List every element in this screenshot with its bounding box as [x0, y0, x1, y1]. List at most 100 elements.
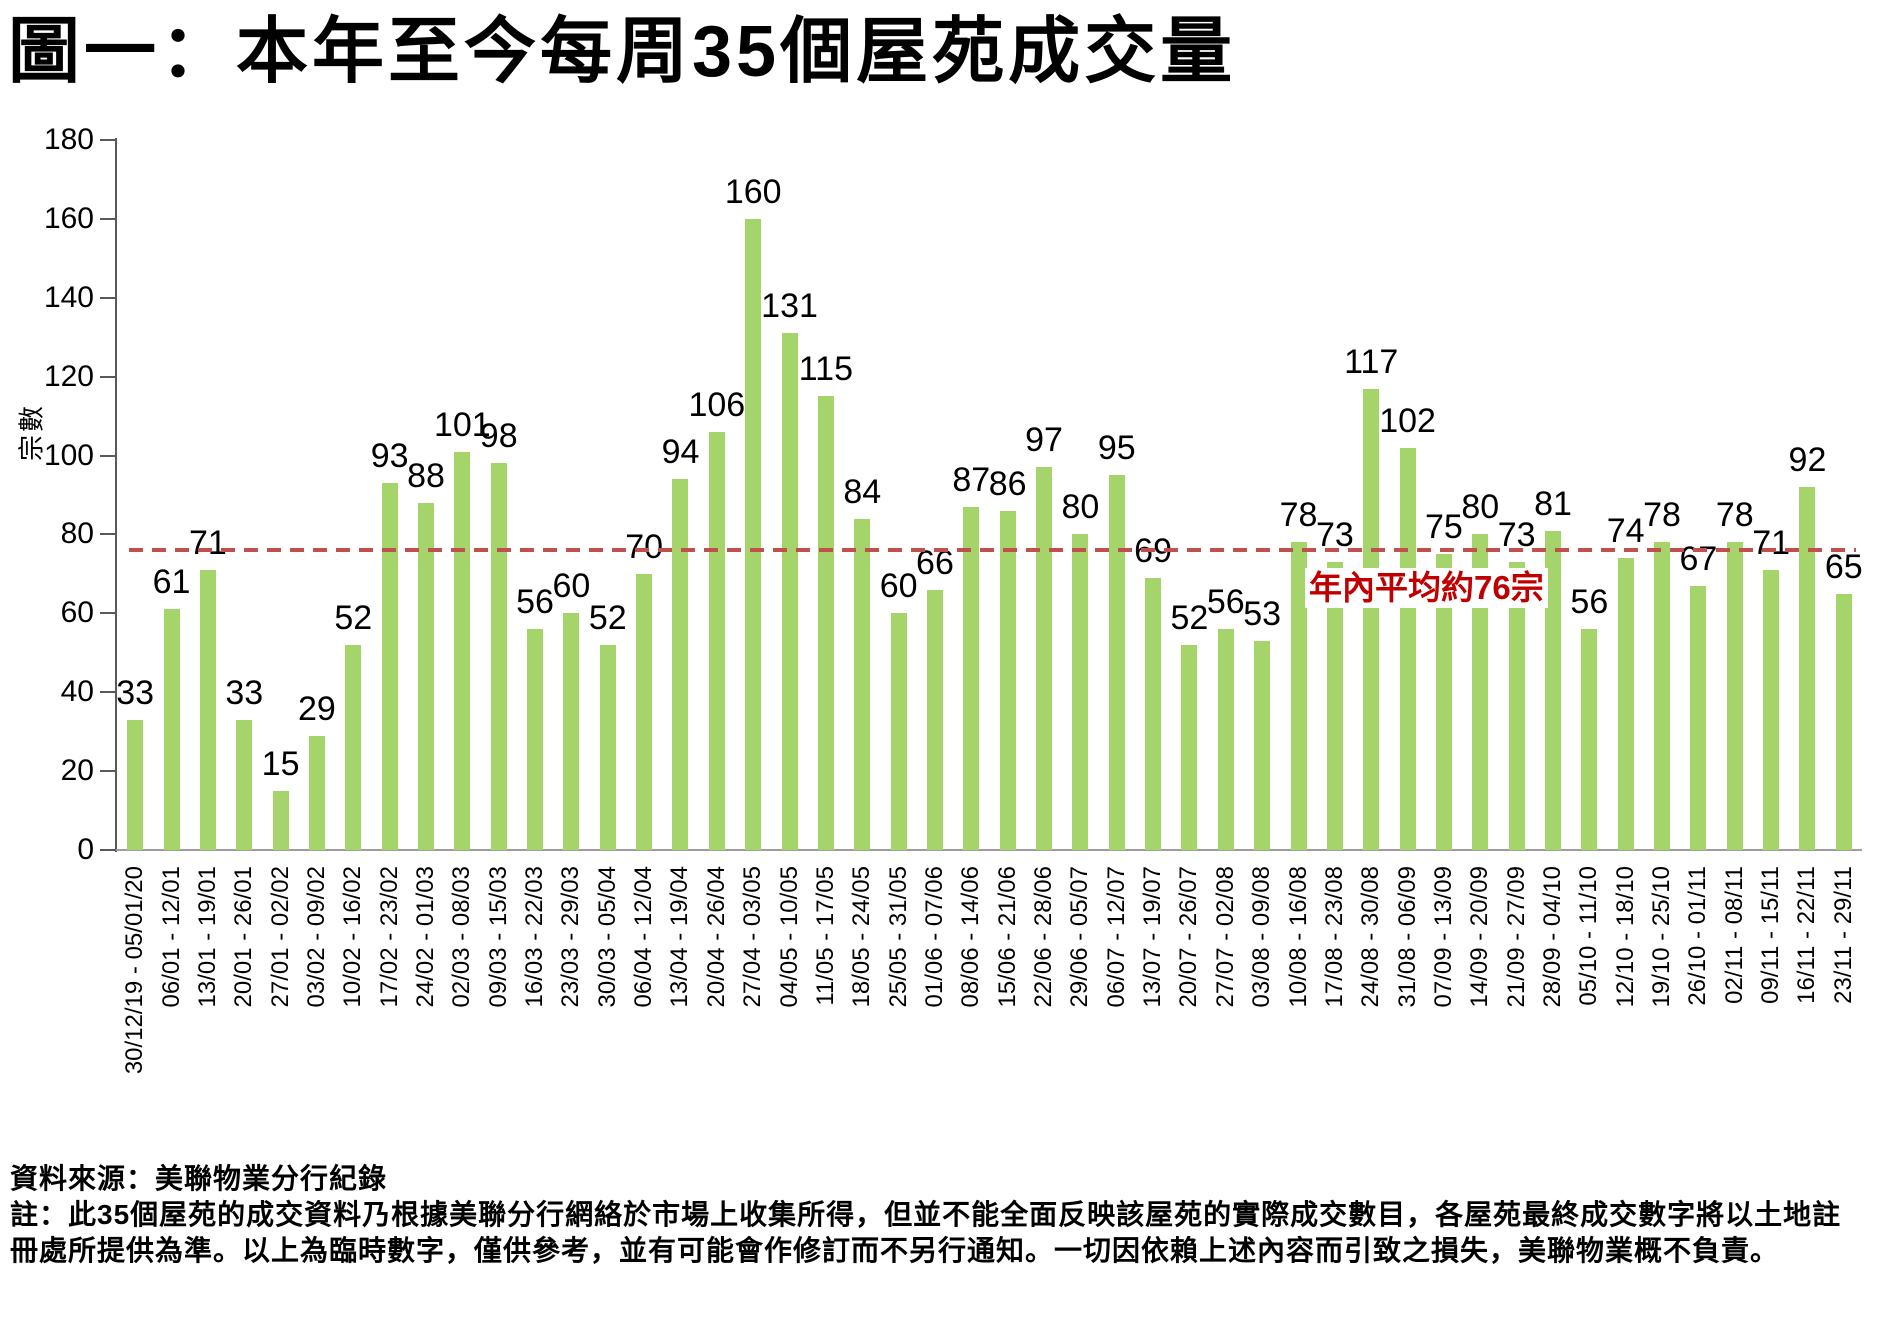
bar: [1763, 569, 1780, 850]
bar: [1581, 629, 1598, 850]
bar-value-label: 101: [433, 405, 491, 444]
x-axis-tick-label: 06/04 - 12/04: [630, 866, 658, 1008]
bar-value-label: 33: [116, 673, 155, 712]
y-axis-tick-label: 160: [43, 201, 94, 235]
x-axis-tick-label: 24/02 - 01/03: [412, 866, 439, 1008]
x-axis-tick-label: 19/10 - 25/10: [1648, 866, 1676, 1008]
bar-value-label: 15: [261, 744, 300, 783]
bar-value-label: 117: [1344, 342, 1399, 381]
x-axis-tick-label: 30/03 - 05/04: [593, 866, 621, 1008]
bar: [926, 589, 943, 850]
bar-value-label: 98: [479, 417, 518, 456]
bar: [1399, 447, 1416, 850]
bar: [1617, 558, 1634, 850]
bar: [1254, 640, 1271, 850]
bar-value-label: 67: [1679, 539, 1718, 578]
bar-value-label: 29: [298, 689, 336, 728]
x-axis-tick-label: 09/11 - 15/11: [1757, 866, 1785, 1004]
bar-value-label: 75: [1425, 508, 1463, 547]
x-axis-tick-label: 08/06 - 14/06: [957, 866, 985, 1008]
bar: [708, 431, 725, 850]
x-axis-tick-label: 01/06 - 07/06: [920, 866, 948, 1008]
bar: [1726, 542, 1743, 850]
average-line: [129, 548, 1856, 553]
bar: [163, 609, 180, 850]
bar: [308, 735, 325, 850]
bar: [1363, 388, 1380, 850]
bar-value-label: 97: [1025, 421, 1063, 460]
bar-value-label: 73: [1497, 516, 1536, 555]
bar: [1181, 644, 1198, 850]
y-axis-tick-label: 40: [60, 675, 94, 709]
bar: [636, 573, 653, 850]
bar: [1326, 562, 1343, 850]
bar-value-label: 102: [1379, 401, 1436, 440]
bar: [1654, 542, 1671, 850]
bar-value-label: 78: [1643, 496, 1681, 535]
bar-value-label: 56: [516, 583, 554, 622]
disclaimer-line-2: 冊處所提供為準。以上為臨時數字，僅供參考，並有可能會作修訂而不另行通知。一切因依…: [10, 1235, 1780, 1266]
bar: [418, 502, 434, 850]
y-axis-line: [115, 138, 117, 852]
bar: [527, 629, 544, 850]
bar-value-label: 71: [1752, 523, 1791, 562]
x-axis-tick-label: 27/07 - 02/08: [1211, 866, 1239, 1008]
x-axis-tick-label: 24/08 - 30/08: [1357, 866, 1385, 1008]
bar-value-label: 60: [552, 567, 591, 606]
bar: [563, 613, 580, 850]
x-axis-tick-label: 13/01 - 19/01: [193, 866, 221, 1008]
bar: [745, 218, 762, 850]
x-axis-tick-label: 06/01 - 12/01: [157, 866, 185, 1008]
x-axis-tick-label: 18/05 - 24/05: [848, 866, 876, 1008]
bar-value-label: 92: [1788, 441, 1827, 480]
x-axis-tick-label: 10/08 - 16/08: [1284, 866, 1312, 1008]
bar-value-label: 60: [879, 567, 918, 606]
x-axis-tick-label: 02/03 - 08/03: [448, 866, 476, 1008]
x-axis-tick-label: 20/07 - 26/07: [1175, 866, 1203, 1008]
bar-value-label: 73: [1315, 516, 1354, 555]
bar-value-label: 88: [407, 456, 445, 495]
bar-value-label: 70: [625, 527, 664, 566]
y-axis-tick-label: 140: [43, 280, 94, 314]
bar: [1544, 530, 1561, 850]
y-axis-tick-mark: [100, 375, 116, 378]
y-axis-tick-mark: [100, 533, 116, 536]
bar-value-label: 80: [1461, 488, 1500, 527]
bar-value-label: 87: [952, 460, 991, 499]
x-axis-tick-label: 23/11 - 29/11: [1829, 866, 1857, 1004]
bar-value-label: 74: [1606, 512, 1645, 551]
bar: [1835, 593, 1852, 850]
x-axis-tick-label: 31/08 - 06/09: [1393, 866, 1421, 1008]
x-axis-tick-label: 30/12/19 - 05/01/20: [121, 866, 149, 1075]
bar: [345, 644, 362, 850]
x-axis-tick-label: 15/06 - 21/06: [993, 866, 1021, 1008]
bar: [381, 483, 398, 850]
y-axis-tick-label: 0: [77, 833, 94, 866]
x-axis-tick-label: 29/06 - 05/07: [1066, 866, 1094, 1008]
bar: [1472, 534, 1489, 850]
x-axis-tick-label: 25/05 - 31/05: [884, 866, 912, 1008]
bar: [672, 479, 689, 850]
x-axis-tick-label: 11/05 - 17/05: [811, 866, 839, 1006]
x-axis-line: [115, 849, 1862, 851]
bar: [1145, 577, 1162, 850]
x-axis-tick-label: 17/02 - 23/02: [375, 866, 403, 1008]
bar-value-label: 52: [334, 598, 373, 637]
x-axis-tick-label: 20/04 - 26/04: [702, 866, 730, 1008]
bar: [454, 451, 471, 850]
bar-value-label: 94: [661, 433, 700, 472]
x-axis-tick-label: 02/11 - 08/11: [1720, 866, 1748, 1004]
bar: [999, 510, 1016, 850]
bar-value-label: 80: [1061, 488, 1100, 527]
bar-value-label: 95: [1097, 429, 1136, 468]
bar: [890, 613, 907, 850]
x-axis-tick-label: 13/07 - 19/07: [1139, 866, 1167, 1008]
bar: [781, 333, 798, 850]
x-axis-tick-label: 07/09 - 13/09: [1429, 866, 1457, 1008]
bar-value-label: 78: [1279, 496, 1318, 535]
bar-value-label: 53: [1243, 594, 1282, 633]
bar-value-label: 131: [761, 287, 818, 326]
bar: [1799, 487, 1816, 850]
bar-value-label: 65: [1824, 547, 1863, 586]
bar-value-label: 56: [1206, 583, 1245, 622]
